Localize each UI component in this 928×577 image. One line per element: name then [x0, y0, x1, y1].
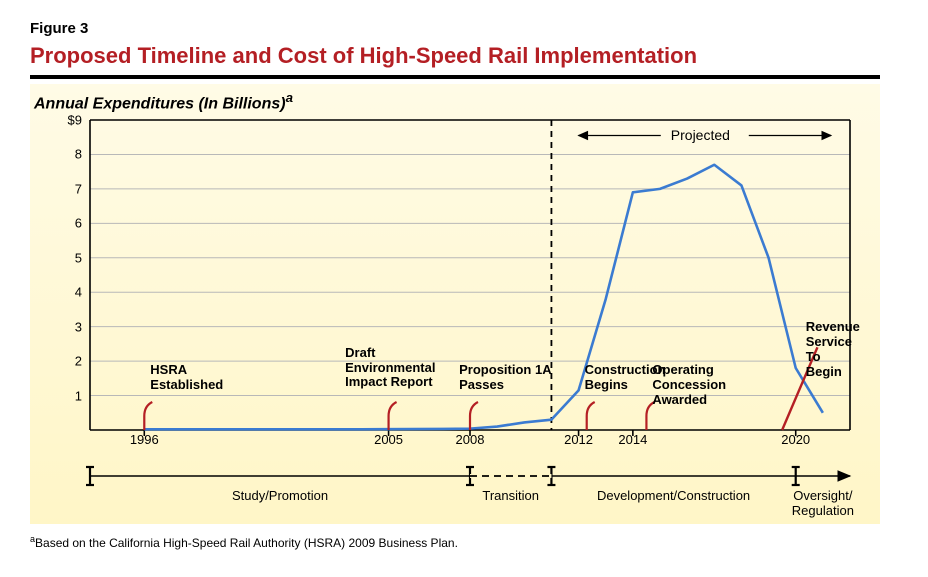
x-tick: 2005 — [374, 432, 403, 447]
event-label: DraftEnvironmentalImpact Report — [345, 346, 435, 391]
event-label: HSRAEstablished — [150, 363, 223, 393]
event-label: OperatingConcessionAwarded — [652, 363, 726, 408]
revenue-label: RevenueServiceTo Begin — [806, 320, 860, 380]
plot-container: Annual Expenditures (In Billions)a $9876… — [30, 84, 880, 524]
y-tick: $9 — [68, 113, 82, 128]
y-tick: 4 — [75, 285, 82, 300]
y-tick: 1 — [75, 388, 82, 403]
y-tick: 2 — [75, 354, 82, 369]
plot-area: $987654321199620052008201220142020HSRAEs… — [90, 120, 850, 430]
phase-label: Oversight/Regulation — [792, 488, 854, 518]
y-tick: 3 — [75, 319, 82, 334]
x-tick: 1996 — [130, 432, 159, 447]
phase-label: Study/Promotion — [232, 488, 328, 503]
y-tick: 6 — [75, 216, 82, 231]
x-tick: 2012 — [564, 432, 593, 447]
event-label: Proposition 1APasses — [459, 363, 551, 393]
x-tick: 2014 — [618, 432, 647, 447]
y-tick: 5 — [75, 250, 82, 265]
figure-number: Figure 3 — [30, 20, 898, 37]
header-rule — [30, 75, 880, 79]
projected-label: Projected — [671, 127, 730, 143]
y-tick: 8 — [75, 147, 82, 162]
y-tick: 7 — [75, 181, 82, 196]
x-tick: 2008 — [456, 432, 485, 447]
chart-svg — [80, 110, 900, 540]
phase-label: Development/Construction — [597, 488, 750, 503]
figure-header: Figure 3 Proposed Timeline and Cost of H… — [30, 20, 898, 79]
phase-label: Transition — [482, 488, 539, 503]
x-tick: 2020 — [781, 432, 810, 447]
footnote: aBased on the California High-Speed Rail… — [30, 534, 458, 550]
figure-title: Proposed Timeline and Cost of High-Speed… — [30, 43, 898, 69]
